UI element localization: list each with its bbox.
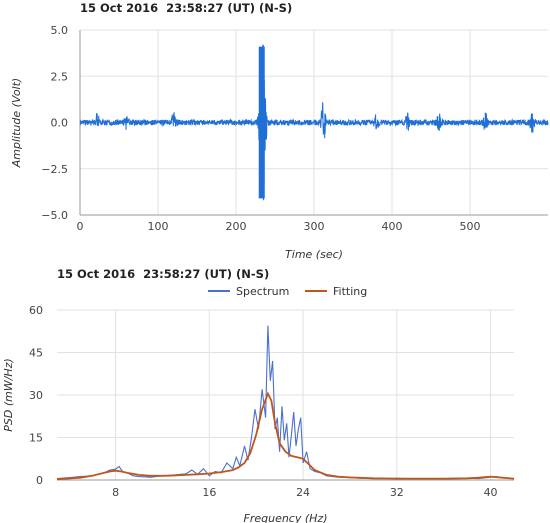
chart2-legend: Spectrum Fitting (208, 285, 367, 298)
chart2-ytick-label: 30 (29, 389, 43, 402)
chart2-xtick-label: 40 (484, 486, 498, 499)
chart1-x-label: Time (sec) (285, 248, 343, 261)
chart1-series-line (79, 44, 549, 201)
chart2-title: 15 Oct 2016 23:58:27 (UT) (N-S) (57, 267, 270, 281)
chart1-y-label: Amplitude (Volt) (10, 78, 23, 168)
chart2-ytick-label: 45 (29, 347, 43, 360)
chart2-x-label: Frequency (Hz) (244, 512, 328, 523)
chart2-xtick-label: 16 (202, 486, 216, 499)
chart1-xtick-label: 400 (382, 220, 403, 233)
legend-label-spectrum: Spectrum (236, 285, 289, 298)
chart1-xtick-label: 500 (460, 220, 481, 233)
chart2-ytick-label: 0 (36, 474, 43, 487)
chart2-ytick-label: 15 (29, 432, 43, 445)
chart1-ytick-label: 0.0 (51, 117, 69, 130)
chart1-ytick-label: 5.0 (51, 24, 69, 37)
chart1-xtick-label: 300 (304, 220, 325, 233)
chart1-ytick-label: 2.5 (51, 70, 69, 83)
chart1-xtick-label: 0 (77, 220, 84, 233)
chart2-xtick-label: 32 (390, 486, 404, 499)
chart1-ytick-label: −2.5 (41, 163, 68, 176)
chart2-xtick-label: 8 (112, 486, 119, 499)
chart1-xtick-label: 100 (148, 220, 169, 233)
chart2-xtick-label: 24 (296, 486, 310, 499)
legend-label-fitting: Fitting (333, 285, 367, 298)
chart2-series-spectrum (56, 325, 515, 480)
chart1-burst-mark (258, 46, 265, 199)
chart1-title: 15 Oct 2016 23:58:27 (UT) (N-S) (80, 1, 293, 15)
chart1-xtick-label: 200 (226, 220, 247, 233)
chart2-y-label: PSD (mW/Hz) (2, 358, 15, 432)
chart2-spectrum: 8 16 24 32 40 0 15 30 45 60 Frequency (Hz) PSD (mW/… (2, 285, 515, 523)
chart1-ytick-label: −5.0 (41, 209, 68, 222)
chart2-ytick-label: 60 (29, 304, 43, 317)
chart1-amplitude: 0 100 200 300 400 500 −5.0 −2.5 0.0 2.5 5.0 Time (s… (10, 24, 549, 261)
chart2-series-fitting (56, 391, 515, 481)
